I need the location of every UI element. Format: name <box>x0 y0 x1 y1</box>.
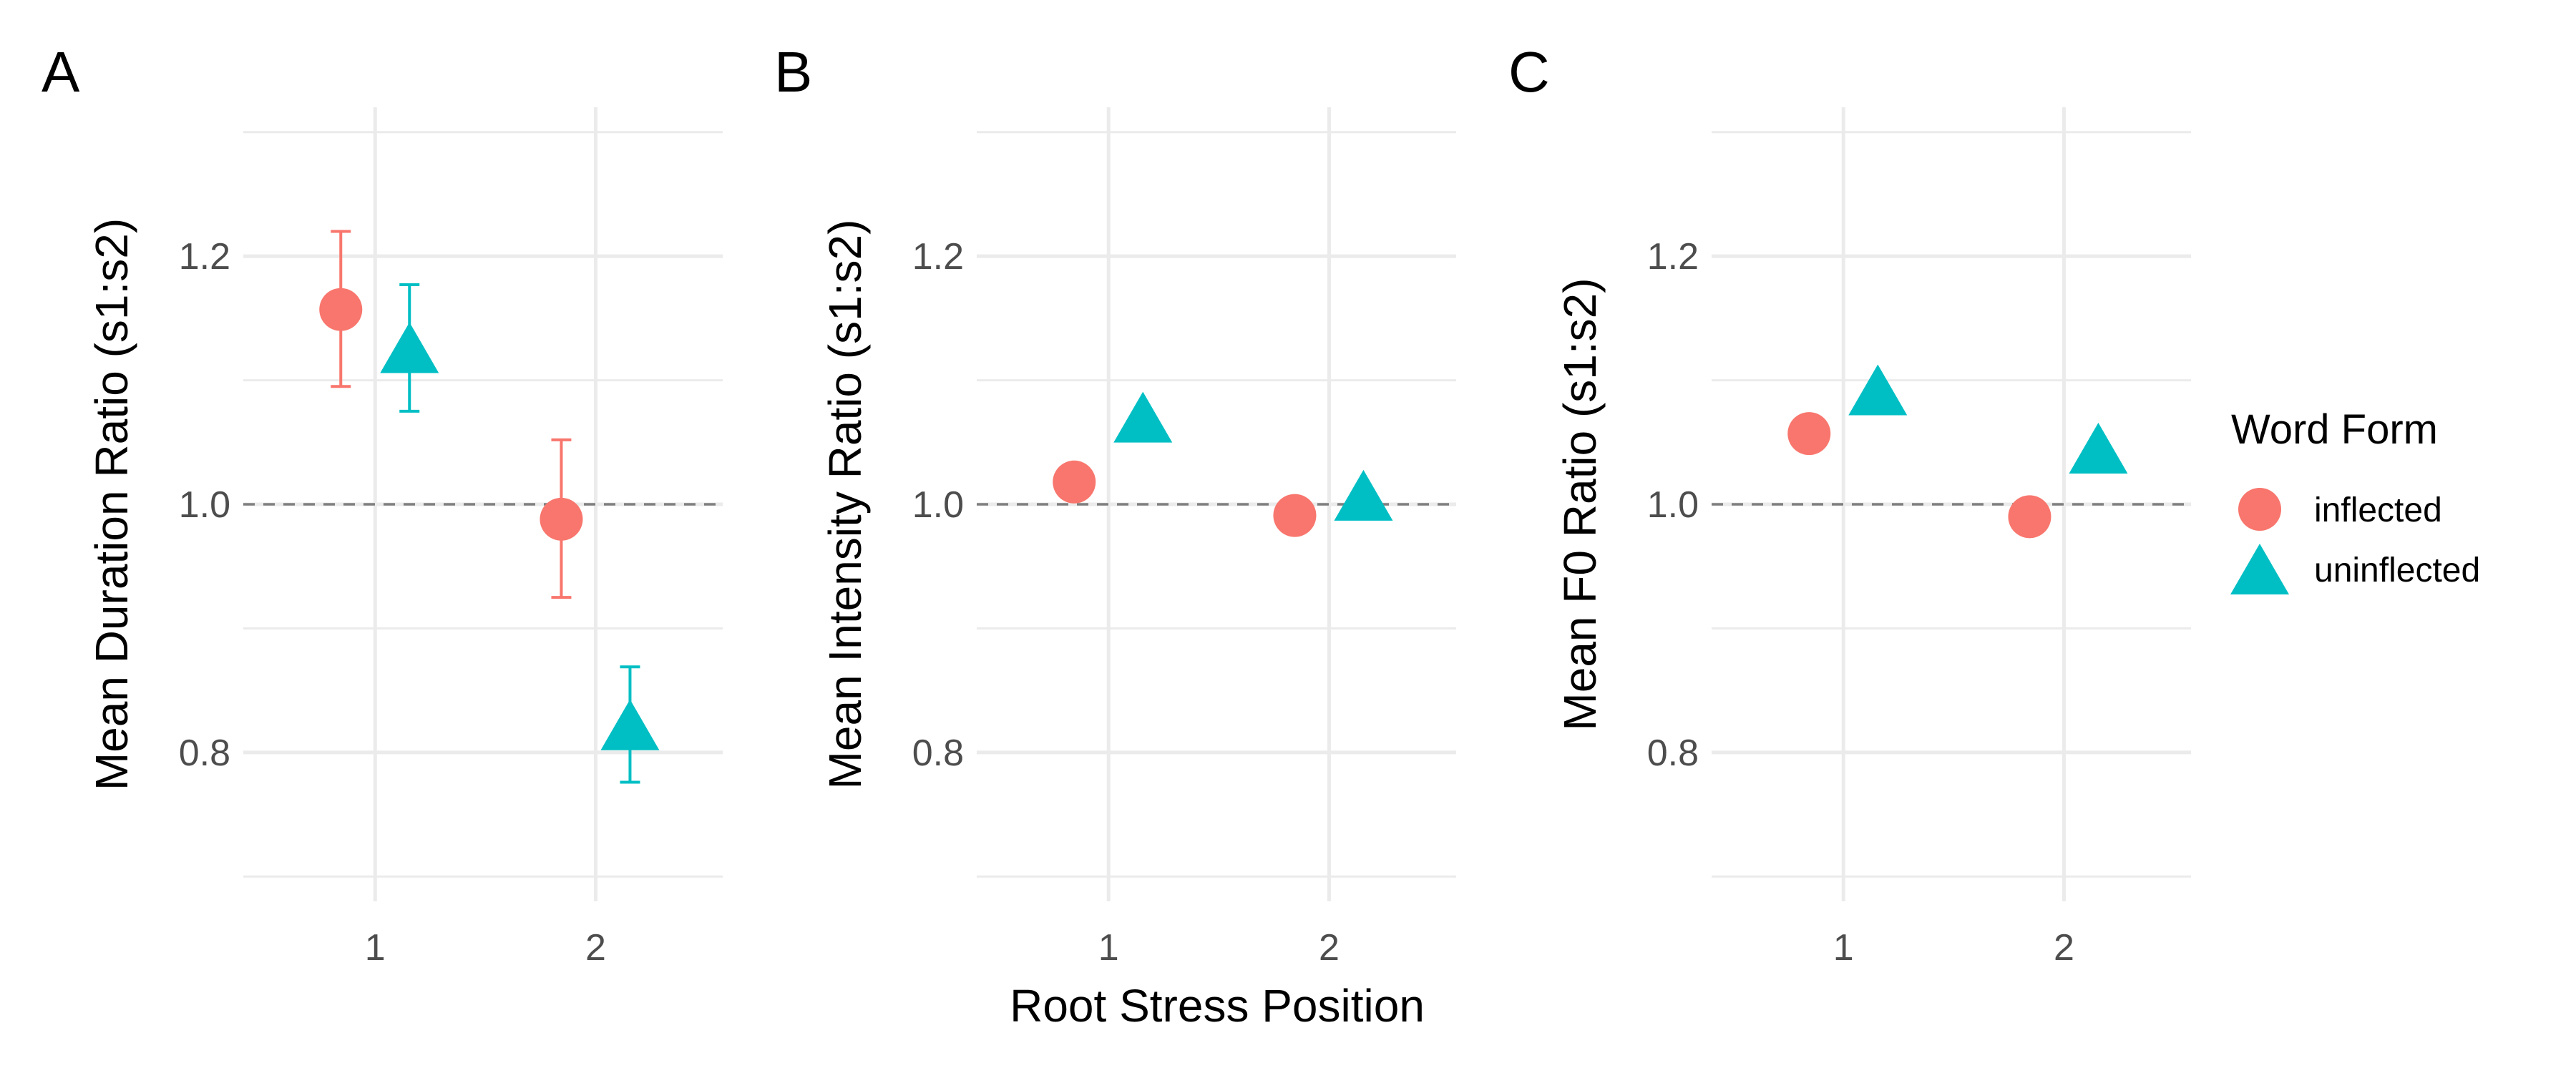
panel-letter: B <box>774 40 812 104</box>
y-axis-title: Mean Duration Ratio (s1:s2) <box>86 218 137 790</box>
point-uninflected <box>1334 469 1393 521</box>
panel-letter: A <box>42 40 80 104</box>
point-uninflected <box>1113 391 1173 443</box>
y-tick-label: 1.2 <box>1647 236 1699 278</box>
point-inflected <box>2008 495 2051 539</box>
x-tick-label: 2 <box>2054 927 2074 969</box>
y-axis-title: Mean Intensity Ratio (s1:s2) <box>819 220 871 790</box>
point-inflected <box>1787 412 1831 456</box>
legend-label: inflected <box>2314 491 2442 529</box>
x-tick-label: 1 <box>365 927 386 969</box>
x-tick-label: 1 <box>1098 927 1119 969</box>
legend-title: Word Form <box>2231 406 2438 453</box>
y-tick-label: 1.0 <box>1647 484 1699 526</box>
y-tick-label: 0.8 <box>912 733 964 774</box>
legend-item-inflected: inflected <box>2238 488 2442 531</box>
legend-label: uninflected <box>2314 552 2480 589</box>
panel-letter: C <box>1508 40 1550 104</box>
point-inflected <box>1273 494 1317 537</box>
point-inflected <box>1053 460 1096 504</box>
point-uninflected <box>1848 364 1908 416</box>
y-tick-label: 1.2 <box>912 236 964 278</box>
point-uninflected <box>600 699 660 750</box>
y-tick-label: 0.8 <box>1647 733 1699 774</box>
x-tick-label: 1 <box>1833 927 1854 969</box>
legend-key-triangle <box>2230 544 2289 594</box>
legend-item-uninflected: uninflected <box>2230 544 2480 594</box>
legend-key-circle <box>2238 488 2281 531</box>
point-inflected <box>540 497 583 541</box>
point-inflected <box>319 288 363 331</box>
y-tick-label: 0.8 <box>179 733 230 774</box>
point-uninflected <box>2069 422 2128 474</box>
x-tick-label: 2 <box>1319 927 1340 969</box>
panel-b: 0.8 1.0 1.2 1 2 Mean Intensity Ratio (s1:s2) B <box>774 40 1456 969</box>
point-uninflected <box>380 322 439 373</box>
y-axis-title: Mean F0 Ratio (s1:s2) <box>1554 278 1606 730</box>
y-tick-label: 1.0 <box>179 484 230 526</box>
y-tick-label: 1.0 <box>912 484 964 526</box>
x-tick-label: 2 <box>585 927 606 969</box>
shared-x-axis-title: Root Stress Position <box>1010 980 1425 1032</box>
panel-a: 0.8 1.0 1.2 1 2 Mean Duration Ratio (s1:s2) A <box>42 40 723 969</box>
legend: Word Form inflected uninflected <box>2230 406 2480 594</box>
panel-c: 0.8 1.0 1.2 1 2 Mean F0 Ratio (s1:s2) C <box>1508 40 2191 969</box>
y-tick-label: 1.2 <box>179 236 230 278</box>
